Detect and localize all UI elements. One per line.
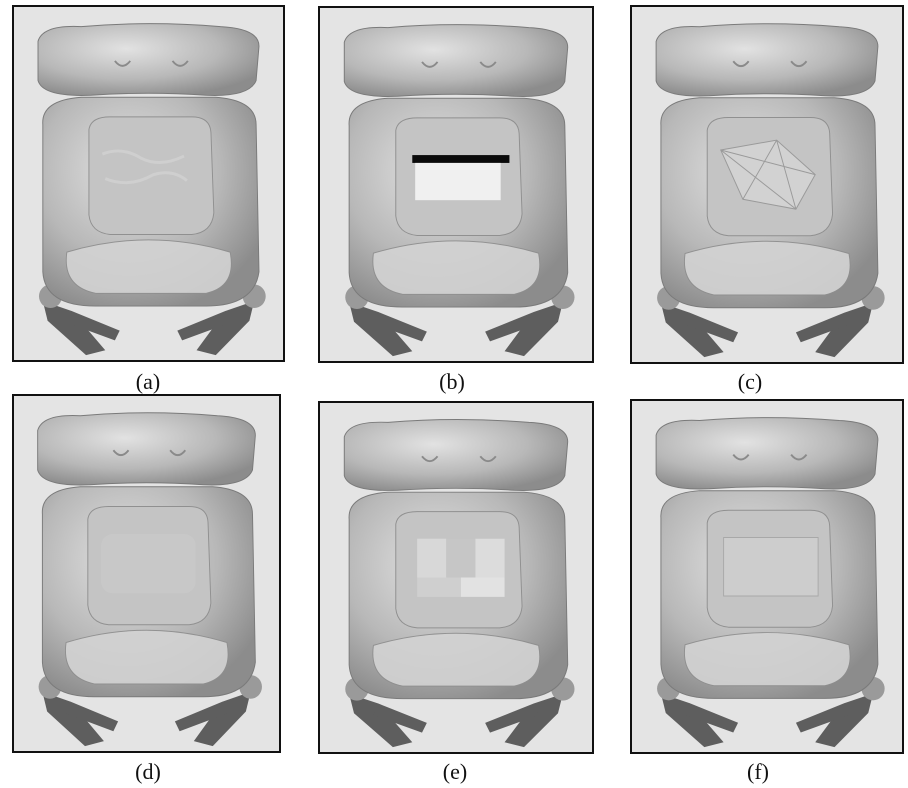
missing-region-fill: [415, 162, 501, 201]
headrest-cushion: [37, 23, 260, 96]
front-roll: [64, 629, 229, 685]
front-roll: [372, 632, 541, 687]
panel-d: [12, 394, 281, 753]
front-roll: [372, 240, 541, 295]
chair-legs: [660, 693, 874, 748]
caption-e: (e): [442, 759, 468, 784]
flat-fill: [723, 537, 819, 597]
panel-e: [318, 401, 594, 754]
chair-render: [14, 396, 279, 751]
chair-legs: [42, 691, 251, 747]
chair-render: [320, 403, 592, 752]
chair-render: [632, 401, 902, 752]
headrest-cushion: [343, 24, 569, 97]
headrest-cushion: [655, 23, 879, 97]
chair-legs: [660, 302, 874, 358]
front-roll: [683, 632, 851, 687]
chair-render: [632, 7, 902, 362]
blocky-fill: [417, 538, 505, 597]
panel-b: [318, 6, 594, 363]
front-roll: [65, 239, 232, 294]
chair-legs: [349, 693, 563, 748]
chair-legs: [349, 302, 563, 357]
panel-c: [630, 5, 904, 364]
caption-b: (b): [439, 369, 465, 394]
panel-f: [630, 399, 904, 754]
caption-c: (c): [737, 369, 763, 394]
caption-f: (f): [747, 759, 769, 784]
headrest-cushion: [37, 412, 256, 486]
caption-d: (d): [135, 759, 161, 784]
chair-render: [14, 7, 283, 360]
chair-render: [320, 8, 592, 361]
smooth-fill: [101, 534, 196, 594]
panel-a: [12, 5, 285, 362]
front-roll: [683, 240, 851, 296]
headrest-cushion: [655, 417, 879, 490]
caption-a: (a): [135, 369, 161, 394]
missing-region: [412, 155, 510, 163]
chair-legs: [42, 301, 255, 356]
headrest-cushion: [343, 418, 569, 491]
seat-back-wrinkles: [101, 149, 188, 185]
